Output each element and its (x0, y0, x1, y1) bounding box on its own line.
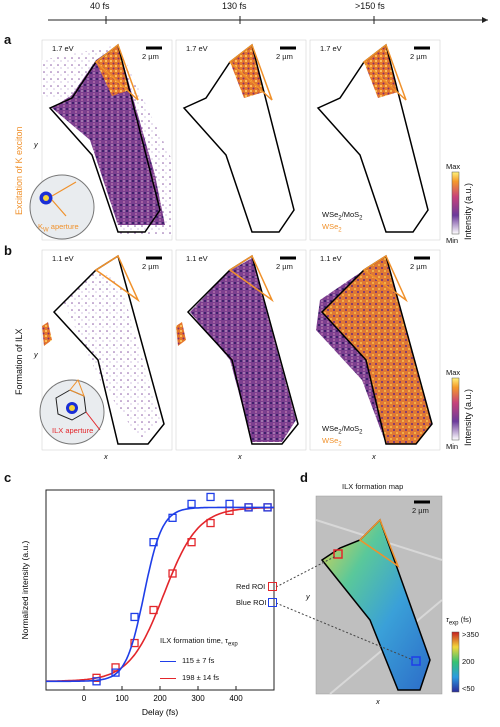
panel-d-y-label: y (306, 592, 310, 601)
panel-a-energy-2: 1.7 eV (186, 44, 208, 53)
panel-d-colorbar-tick-min: <50 (462, 684, 475, 693)
panel-a-scale-3: 2 µm (410, 52, 427, 61)
fit-curve-0 (46, 506, 274, 682)
data-point-0-3 (149, 605, 158, 615)
x-tick-label-0: 0 (82, 694, 87, 703)
data-point-1-4 (168, 513, 177, 522)
timeline-axis (48, 16, 488, 24)
fit-curve-1 (46, 506, 274, 683)
panel-d-map (315, 495, 443, 695)
panel-d-colorbar-tick-max: >350 (462, 630, 479, 639)
x-tick-label-1: 100 (115, 694, 129, 703)
data-point-0-5 (187, 538, 196, 547)
panel-c-legend-title: ILX formation time, τexp (160, 636, 238, 648)
red-roi-connector (275, 555, 337, 588)
panel-a-image-3 (309, 39, 441, 241)
panel-b-legend-heterostructure: WSe2/MoS2 (322, 424, 363, 436)
panel-c-red-roi-label: Red ROI (236, 582, 266, 591)
panel-a-scale-1: 2 µm (142, 52, 159, 61)
panel-a-colorbar-min: Min (446, 236, 459, 245)
panel-d-scale: 2 µm (412, 506, 429, 515)
delay-timeline: 40 fs 130 fs >150 fs (48, 0, 488, 34)
data-point-1-3 (149, 538, 158, 547)
panel-a-scale-2: 2 µm (276, 52, 293, 61)
panel-c-blue-roi-label: Blue ROI (236, 598, 267, 607)
data-point-1-9 (263, 503, 272, 512)
panel-b-scale-1: 2 µm (142, 262, 159, 271)
panel-b-scale-2: 2 µm (276, 262, 293, 271)
panel-b-x-label-2: x (238, 452, 242, 461)
panel-a-colorbar (451, 171, 460, 235)
panel-b-image-3 (309, 249, 441, 451)
timeline-tick-40: 40 fs (90, 1, 110, 11)
panel-b-legend-monolayer: WSe2 (322, 436, 342, 448)
panel-b-letter: b (4, 243, 12, 258)
data-point-1-5 (187, 499, 196, 509)
panel-d-colorbar (451, 631, 460, 693)
panel-a-colorbar-label: Intensity (a.u.) (463, 182, 473, 240)
x-axis-label: Delay (fs) (142, 707, 179, 717)
panel-b-energy-1: 1.1 eV (52, 254, 74, 263)
data-point-1-0 (92, 677, 101, 686)
panel-b-scale-3: 2 µm (410, 262, 427, 271)
panel-d-blue-roi-marker (411, 656, 421, 666)
data-point-0-2 (130, 638, 139, 648)
blue-roi-connector (275, 602, 414, 661)
panel-b-row-label: Formation of ILX (14, 328, 24, 395)
panel-c-legend-red: 198 ± 14 fs (182, 673, 220, 682)
data-point-1-8 (244, 503, 253, 512)
panel-c-legend-blue-line (160, 661, 176, 662)
data-point-1-1 (111, 668, 120, 677)
panel-b-colorbar-max: Max (446, 368, 461, 377)
panel-c-red-roi-swatch (268, 582, 277, 591)
panel-a-image-1 (41, 39, 173, 241)
panel-b-image-2 (175, 249, 307, 451)
panel-a-legend-monolayer: WSe2 (322, 222, 342, 234)
data-point-1-2 (130, 612, 139, 622)
panel-c-legend-red-line (160, 678, 176, 679)
x-tick-label-4: 400 (229, 694, 243, 703)
data-point-0-4 (168, 569, 177, 578)
x-tick-label-3: 300 (191, 694, 205, 703)
panel-c-blue-roi-swatch (268, 598, 277, 607)
panel-d-colorbar-tick-mid: 200 (462, 657, 475, 666)
panel-b-energy-3: 1.1 eV (320, 254, 342, 263)
panel-a-y-label: y (34, 140, 38, 149)
data-point-0-6 (206, 518, 215, 528)
panel-a-legend-heterostructure: WSe2/MoS2 (322, 210, 363, 222)
panel-d-red-roi-marker (333, 549, 343, 559)
panel-b-aperture-inset (39, 379, 105, 445)
panel-b-colorbar (451, 377, 460, 441)
panel-d-letter: d (300, 470, 308, 485)
data-point-1-6 (206, 492, 215, 502)
panel-c-legend-blue: 115 ± 7 fs (182, 656, 215, 665)
x-tick-label-2: 200 (153, 694, 167, 703)
panel-b-aperture-label: ILX aperture (52, 426, 94, 435)
data-point-0-1 (111, 663, 120, 672)
panel-d-title: ILX formation map (342, 482, 404, 491)
panel-b-colorbar-label: Intensity (a.u.) (463, 388, 473, 446)
plot-area: 0 100 200 300 400 (45, 489, 275, 703)
panel-a-image-2 (175, 39, 307, 241)
panel-b-x-label-1: x (104, 452, 108, 461)
panel-d-x-label: x (376, 697, 380, 706)
panel-a-energy-1: 1.7 eV (52, 44, 74, 53)
panel-a-aperture-label: KW aperture (38, 222, 79, 234)
panel-a-letter: a (4, 32, 12, 47)
panel-b-colorbar-min: Min (446, 442, 459, 451)
panel-a-energy-3: 1.7 eV (320, 44, 342, 53)
panel-d-colorbar-label: τexp (fs) (446, 615, 472, 627)
panel-b-x-label-3: x (372, 452, 376, 461)
panel-b-y-label: y (34, 350, 38, 359)
timeline-tick-130: 130 fs (222, 1, 247, 11)
panel-c-chart: 0 100 200 300 400 Delay (fs) Normalized inte… (20, 489, 275, 717)
y-axis-label: Normalized intensity (a.u.) (20, 540, 30, 639)
data-point-1-7 (225, 499, 234, 509)
panel-a-colorbar-max: Max (446, 162, 461, 171)
panel-b-energy-2: 1.1 eV (186, 254, 208, 263)
panel-a-aperture-inset (29, 174, 95, 240)
panel-c-letter: c (4, 470, 12, 485)
timeline-tick-150: >150 fs (355, 1, 385, 11)
